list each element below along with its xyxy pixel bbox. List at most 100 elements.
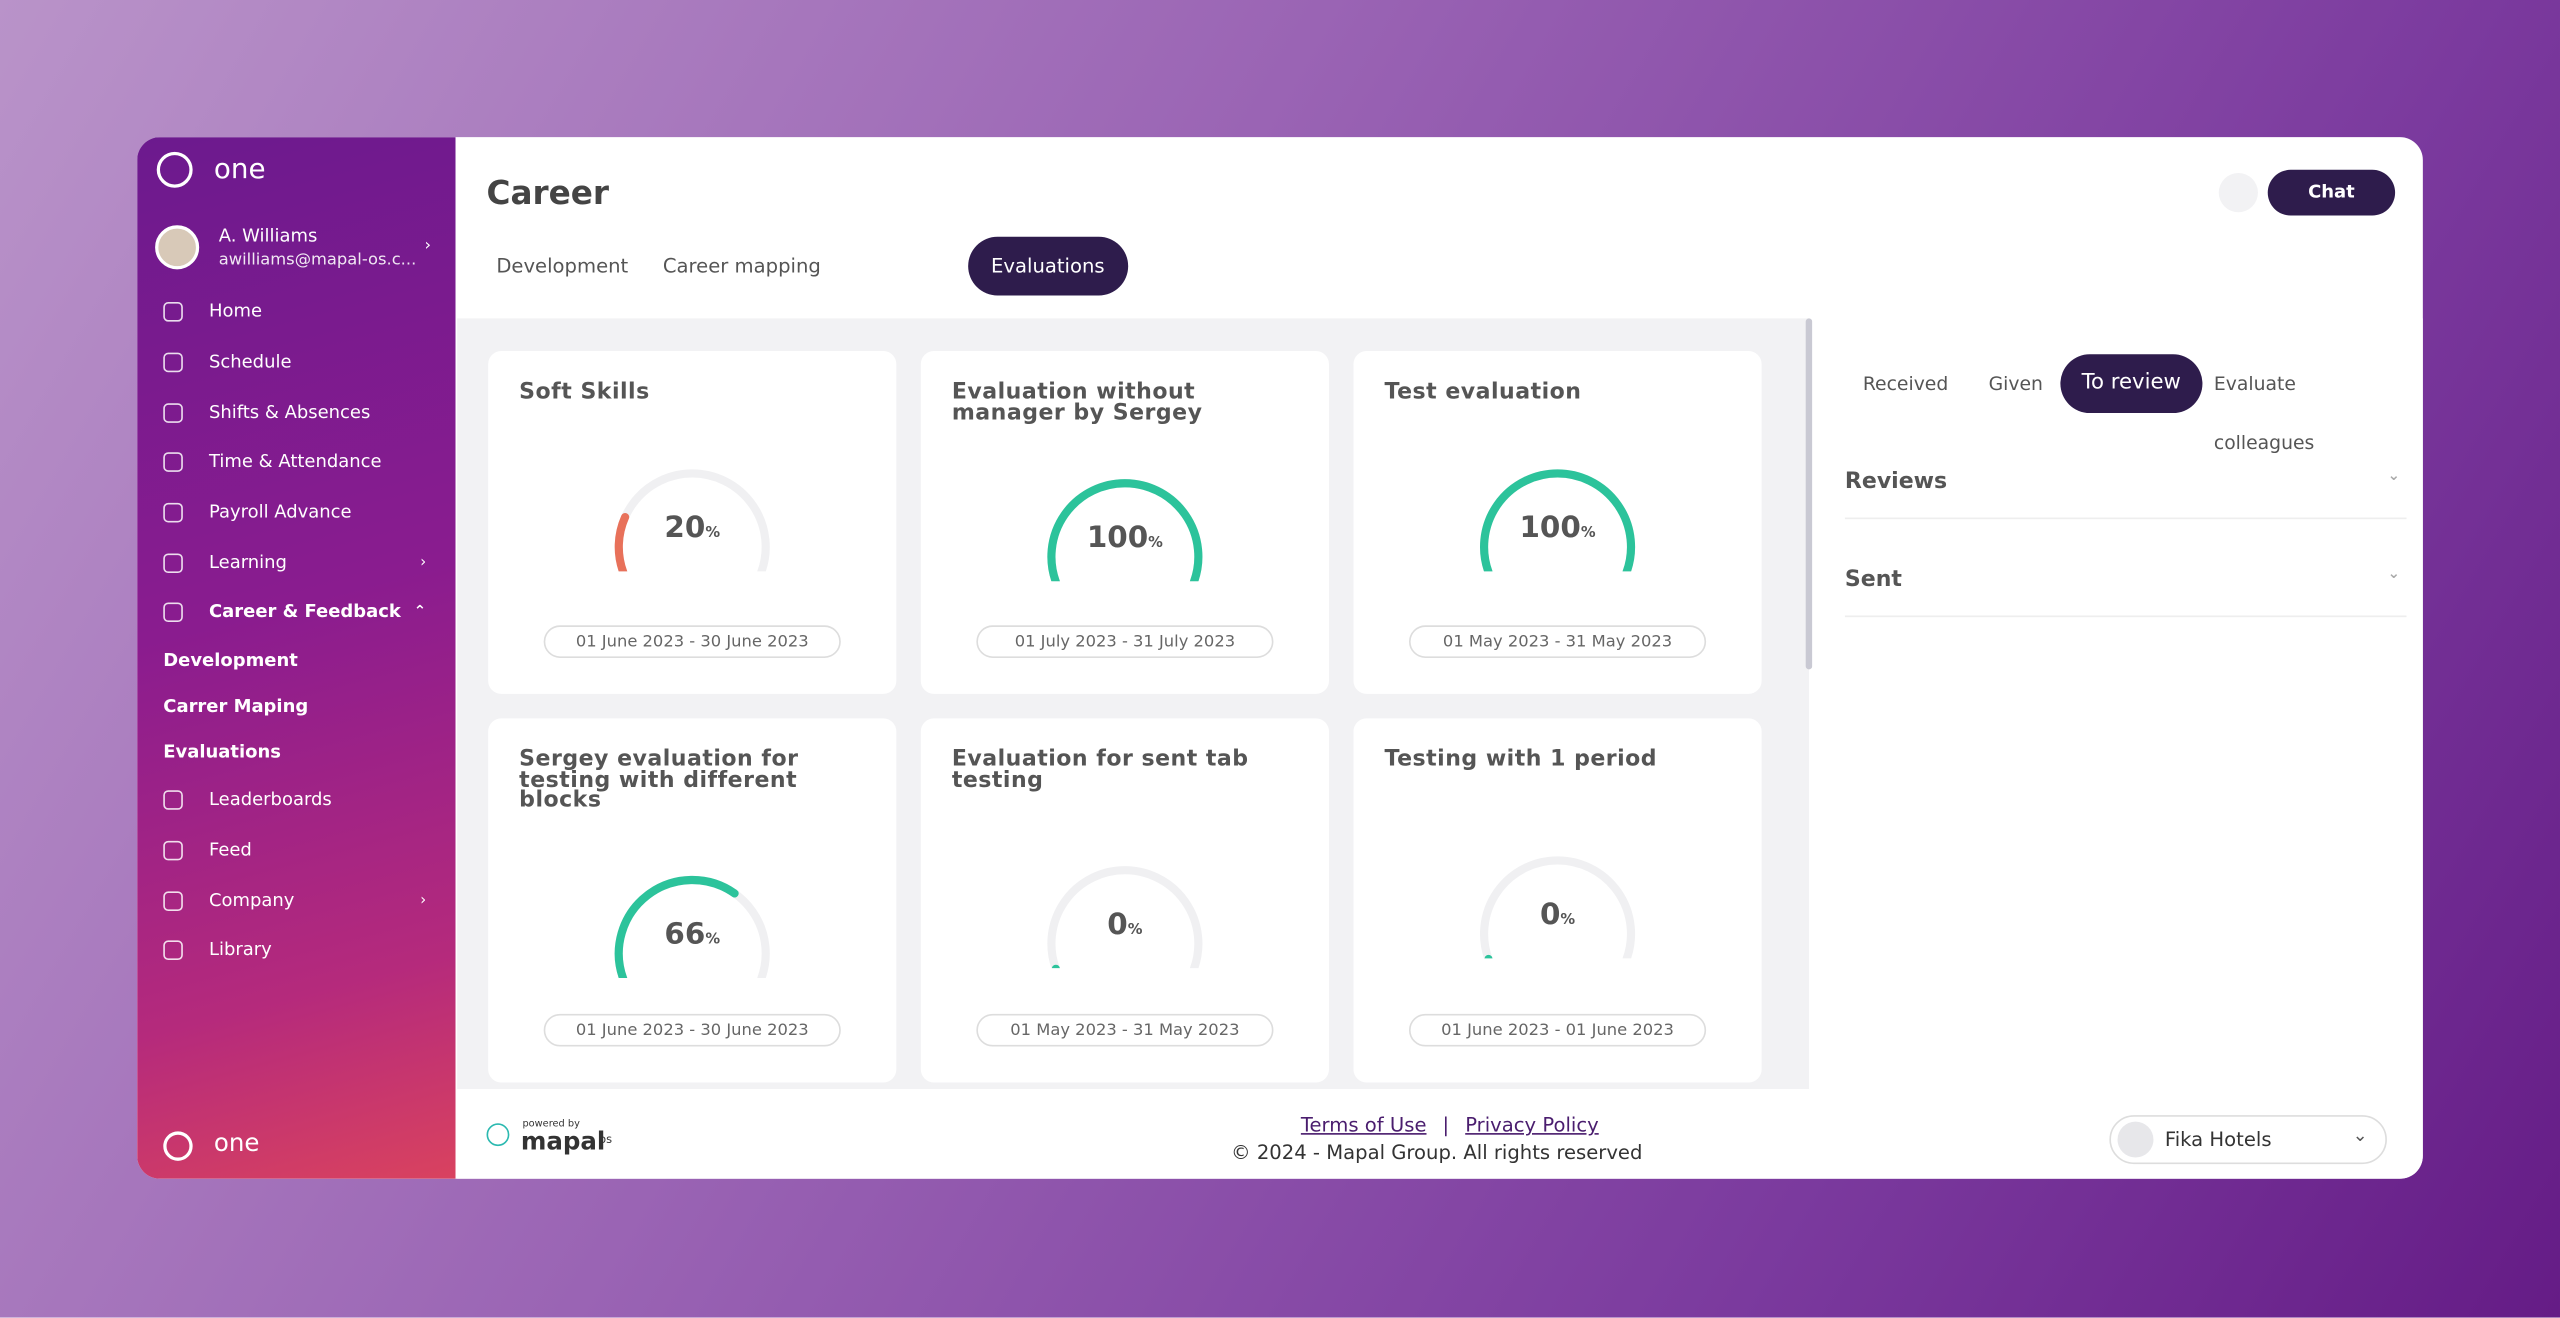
tab[interactable]: Career mapping <box>662 254 821 278</box>
nav-icon <box>163 839 183 860</box>
footer-brand-icon <box>163 1131 193 1161</box>
gauge <box>1047 479 1203 582</box>
gauge-label: 0% <box>921 908 1329 942</box>
nav-item[interactable]: Schedule <box>163 351 432 372</box>
nav-item[interactable]: Library <box>163 939 432 960</box>
nav-label: Home <box>208 300 263 322</box>
mapal-logo-suffix: os <box>599 1133 613 1147</box>
card-title: Evaluation without manager by Sergey <box>951 378 1203 426</box>
footer-brand: one <box>213 1128 260 1158</box>
panel-section[interactable]: Sent ⌄ <box>1844 566 2407 618</box>
nav-item[interactable]: Time & Attendance <box>163 451 432 472</box>
nav-item[interactable]: Learning › <box>163 552 432 573</box>
separator: | <box>1442 1113 1450 1137</box>
avatar[interactable] <box>155 225 200 270</box>
nav-item[interactable]: Company › <box>163 890 432 911</box>
section-chevron: ⌄ <box>2387 566 2400 583</box>
gauge-value-text: 20 <box>664 511 706 546</box>
company-select[interactable]: Fika Hotels ⌄ <box>2109 1115 2387 1165</box>
panel-tab[interactable]: Evaluate colleagues <box>2213 372 2315 454</box>
nav-item[interactable]: Leaderboards <box>163 789 432 810</box>
nav-icon <box>163 552 183 573</box>
evaluation-card[interactable]: Soft Skills 20% 01 June 2023 - 30 June 202… <box>488 351 897 694</box>
nav-item[interactable]: Feed <box>163 839 432 860</box>
terms-link[interactable]: Terms of Use <box>1300 1113 1427 1137</box>
gauge-unit: % <box>1148 535 1163 552</box>
user-name: A. Williams <box>218 225 318 247</box>
mapal-logo: mapal <box>520 1126 606 1156</box>
gauge <box>1047 866 1203 969</box>
gauge-unit: % <box>705 932 721 949</box>
gauge <box>614 875 770 978</box>
nav-label: Learning <box>208 551 287 574</box>
company-icon <box>2117 1121 2154 1158</box>
nav-label: Evaluations <box>163 741 281 763</box>
section-title: Reviews <box>1844 468 1948 495</box>
nav-label: Leaderboards <box>208 788 332 810</box>
evaluation-grid: Soft Skills 20% 01 June 2023 - 30 June 202… <box>457 318 1809 1089</box>
nav-item[interactable]: Home <box>163 300 432 322</box>
nav-subitem[interactable]: Evaluations <box>163 741 432 762</box>
section-title: Sent <box>1844 566 1902 593</box>
scrollbar[interactable] <box>1805 318 1813 670</box>
tab[interactable]: Development <box>496 254 629 278</box>
nav-label: Schedule <box>208 351 292 373</box>
app-window: one A. Williams awilliams@mapal-os.c... … <box>137 137 2423 1179</box>
gauge-value <box>614 512 630 572</box>
card-title: Soft Skills <box>519 378 650 405</box>
panel-section[interactable]: Reviews ⌄ <box>1844 468 2407 520</box>
card-period: 01 June 2023 - 30 June 2023 <box>543 1013 841 1047</box>
gauge-unit: % <box>1560 912 1576 929</box>
nav-icon <box>163 451 183 472</box>
nav-icon <box>163 351 183 372</box>
evaluation-card[interactable]: Sergey evaluation for testing with diffe… <box>488 718 897 1083</box>
panel-tab[interactable]: Given <box>1988 372 2043 396</box>
nav-label: Development <box>163 649 298 672</box>
nav-subitem[interactable]: Carrer Maping <box>163 696 432 717</box>
nav-icon <box>163 890 183 911</box>
footer: powered by mapal os Terms of Use | Priva… <box>457 1088 2423 1179</box>
nav-item[interactable]: Shifts & Absences <box>163 402 432 423</box>
nav-label: Feed <box>208 839 252 861</box>
page-title: Career <box>486 173 610 213</box>
panel-tab[interactable]: To review <box>2060 354 2203 414</box>
gauge-label: 66% <box>488 918 896 952</box>
nav-chevron: › <box>420 892 427 909</box>
nav-label: Payroll Advance <box>208 501 352 523</box>
user-email: awilliams@mapal-os.c... <box>218 251 417 270</box>
evaluation-card[interactable]: Test evaluation 100% 01 May 2023 - 31 May … <box>1353 351 1762 694</box>
user-chevron[interactable]: › <box>424 236 432 255</box>
evaluation-card[interactable]: Evaluation for sent tab testing 0% 01 May … <box>920 718 1329 1083</box>
gauge-unit: % <box>705 525 721 543</box>
nav-icon <box>163 402 183 423</box>
card-period: 01 May 2023 - 31 May 2023 <box>976 1013 1274 1047</box>
nav-item[interactable]: Payroll Advance <box>163 501 432 522</box>
card-title: Evaluation for sent tab testing <box>951 746 1249 793</box>
search-button[interactable] <box>2218 173 2258 213</box>
evaluation-card[interactable]: Testing with 1 period 0% 01 June 2023 - 01… <box>1353 718 1762 1083</box>
gauge-label: 20% <box>488 511 896 545</box>
nav-icon <box>163 939 183 960</box>
gauge-label: 0% <box>1353 898 1761 932</box>
privacy-link[interactable]: Privacy Policy <box>1465 1113 1599 1137</box>
nav-label: Career & Feedback <box>208 600 401 623</box>
gauge-value-text: 100 <box>1086 520 1149 556</box>
tab[interactable]: Evaluations <box>968 236 1128 296</box>
evaluation-card[interactable]: Evaluation without manager by Sergey 100%… <box>920 351 1329 694</box>
chat-button[interactable]: Chat <box>2267 169 2396 216</box>
brand: one <box>213 153 266 187</box>
nav-subitem[interactable]: Development <box>163 650 432 671</box>
mapal-icon <box>486 1123 510 1147</box>
nav-icon <box>163 502 183 522</box>
panel-tab[interactable]: Received <box>1862 372 1949 396</box>
nav-icon <box>163 301 183 321</box>
gauge-value-text: 66 <box>664 917 706 952</box>
gauge-value <box>1480 469 1636 572</box>
gauge-track <box>1480 856 1636 959</box>
gauge <box>1480 856 1636 959</box>
gauge-value <box>1047 479 1203 582</box>
company-name: Fika Hotels <box>2164 1128 2272 1152</box>
sidebar: one A. Williams awilliams@mapal-os.c... … <box>137 137 456 1179</box>
nav-item[interactable]: Career & Feedback ⌃ <box>163 601 432 622</box>
